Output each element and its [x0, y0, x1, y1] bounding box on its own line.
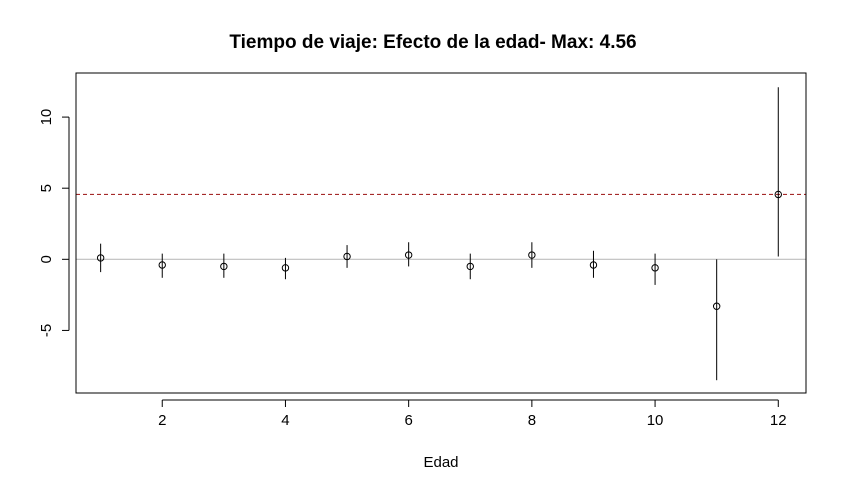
data-point	[343, 252, 351, 261]
plot-area: 2 4 6 8 10 12 -5 0 5 10	[38, 72, 807, 429]
data-point	[589, 261, 598, 269]
x-tick-label: 2	[158, 412, 166, 429]
data-point	[158, 261, 166, 269]
data-point	[466, 262, 474, 271]
data-point	[281, 264, 290, 272]
y-tick-label: 5	[38, 184, 55, 192]
x-tick-label: 6	[404, 412, 412, 429]
x-tick-label: 4	[281, 412, 289, 429]
y-tick-label: 0	[38, 255, 55, 263]
plot-frame	[75, 72, 807, 394]
data-point	[712, 302, 721, 310]
y-tick-label: 10	[38, 109, 55, 126]
data-point	[220, 262, 228, 271]
data-point	[774, 190, 782, 199]
x-tick-label: 8	[528, 412, 536, 429]
x-tick-label: 10	[647, 412, 664, 429]
data-point	[651, 264, 659, 272]
data-point	[528, 251, 536, 259]
chart-title: Tiempo de viaje: Efecto de la edad- Max:…	[229, 32, 636, 53]
y-tick-label: -5	[38, 324, 55, 337]
x-axis-label: Edad	[423, 454, 458, 471]
data-point	[96, 254, 105, 262]
x-tick-label: 12	[770, 412, 787, 429]
data-point	[404, 251, 413, 259]
